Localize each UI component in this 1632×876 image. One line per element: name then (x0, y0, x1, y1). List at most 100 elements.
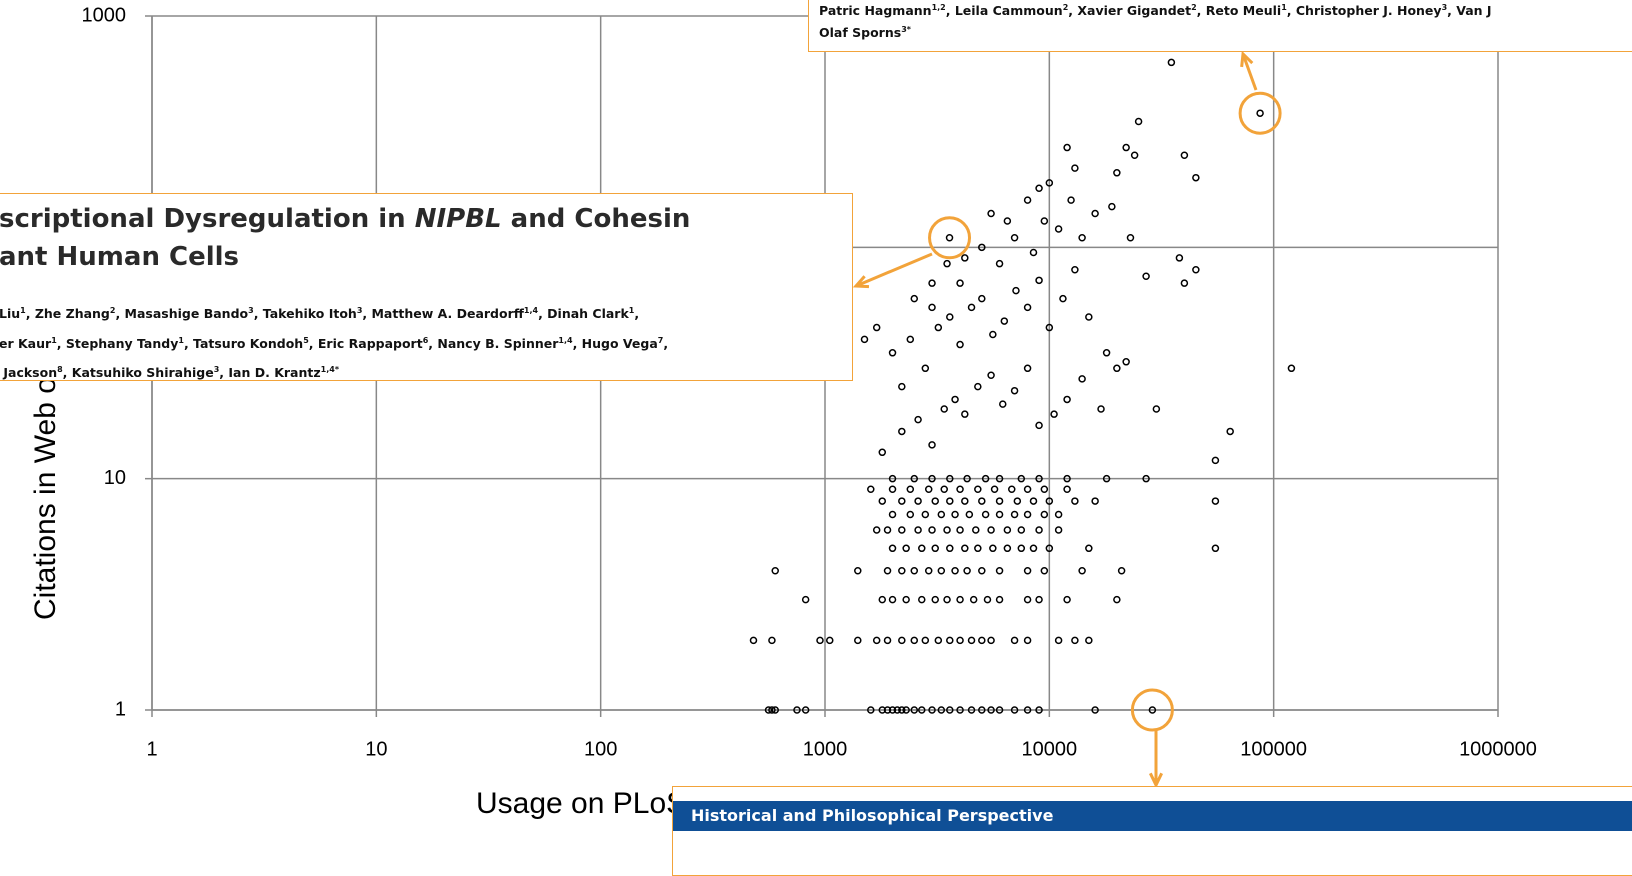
point (883, 636, 892, 645)
point (1000, 317, 1009, 325)
affiliation: 7 (657, 335, 664, 345)
point (1175, 254, 1184, 262)
point (1148, 706, 1157, 714)
point (967, 636, 976, 645)
point (910, 474, 919, 483)
point (1063, 395, 1071, 404)
affiliation: 5 (303, 335, 309, 345)
affiliation: 3 (1441, 3, 1448, 12)
affiliation: 1,2 (931, 3, 946, 12)
author: er Kaur (0, 335, 52, 351)
point (854, 566, 862, 575)
point (1045, 544, 1054, 553)
point (940, 405, 948, 413)
point (878, 497, 887, 505)
point (888, 485, 897, 494)
affiliation: 8 (57, 365, 63, 375)
point (872, 526, 881, 534)
point (1152, 405, 1161, 413)
point (965, 510, 974, 519)
author: , Eric Rappaport (308, 335, 423, 351)
paper-title: scriptional Dysregulation in NIPBL and C… (0, 204, 690, 234)
point (978, 706, 986, 714)
point (749, 636, 758, 645)
heading-bar: Historical and Philosophical Perspective (673, 801, 1632, 831)
point (888, 706, 897, 714)
affiliation: 3 (248, 306, 254, 315)
author: , Zhe Zhang (25, 306, 110, 322)
author: , Masashige Bando (115, 306, 249, 322)
point (937, 706, 946, 714)
point (1126, 234, 1135, 242)
point (995, 595, 1004, 604)
point (888, 349, 897, 357)
point (1113, 364, 1121, 373)
point (906, 485, 915, 494)
point (1078, 375, 1086, 383)
point (987, 526, 995, 534)
point (995, 510, 1004, 519)
point (893, 706, 902, 714)
y-tick-label: 10 (104, 467, 126, 489)
point (910, 706, 919, 714)
point (1134, 117, 1143, 126)
point (967, 303, 976, 312)
point (981, 474, 990, 483)
affiliation: 2 (109, 306, 116, 315)
point (951, 395, 959, 404)
point (888, 544, 897, 553)
point (1010, 386, 1019, 395)
point (1180, 151, 1189, 160)
point (1059, 294, 1067, 303)
author: , Ian D. Krantz (219, 365, 321, 381)
affiliation: 1,4 (523, 306, 539, 315)
point (1211, 456, 1220, 465)
point (981, 510, 990, 519)
highlight-ring (928, 216, 972, 260)
affiliation: 1,4 (558, 335, 573, 345)
point (934, 323, 943, 332)
author-line: Patric Hagmann1,2, Leila Cammoun2, Xavie… (819, 3, 1492, 25)
title-part: scriptional Dysregulation in (0, 204, 415, 234)
author: , Nancy B. Spinner (428, 335, 559, 351)
point (898, 526, 906, 534)
point (921, 636, 930, 645)
point (995, 497, 1004, 505)
point (1211, 544, 1220, 553)
point (943, 595, 951, 604)
point (928, 706, 936, 714)
point (854, 636, 862, 645)
point (1035, 706, 1043, 714)
point (1142, 272, 1150, 280)
point (1029, 544, 1038, 553)
point (967, 706, 976, 714)
point (918, 706, 926, 714)
point (924, 566, 933, 575)
author-line: Liu1, Zhe Zhang2, Masashige Bando3, Take… (0, 298, 668, 328)
affiliation: 1 (628, 306, 635, 315)
point (937, 566, 946, 575)
point (1017, 474, 1026, 483)
point (928, 474, 936, 483)
author-line: Olaf Sporns3* (819, 25, 1492, 47)
point (943, 259, 951, 268)
point (883, 526, 892, 534)
point (1035, 276, 1043, 285)
point (1078, 234, 1086, 242)
point (1003, 217, 1012, 225)
point (1023, 510, 1032, 519)
point (1287, 364, 1296, 373)
point (937, 510, 946, 519)
paper-title: ant Human Cells (0, 242, 240, 272)
point (987, 706, 995, 714)
point (974, 382, 982, 391)
point (1029, 248, 1038, 257)
point (946, 544, 954, 553)
point (1122, 143, 1130, 152)
point (1010, 636, 1019, 645)
point (1012, 286, 1020, 295)
point (1097, 405, 1105, 413)
point (801, 595, 810, 604)
x-tick-label: 1 (146, 738, 157, 760)
